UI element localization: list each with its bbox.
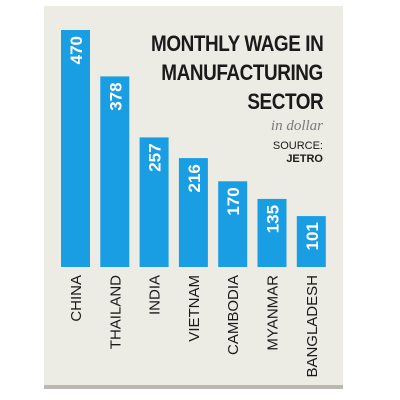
- chart-title-line-2: MANUFACTURING: [161, 60, 323, 85]
- chart-subtitle: in dollar: [270, 118, 323, 134]
- chart-title-line-1: MONTHLY WAGE IN: [150, 31, 324, 56]
- category-labels-layer: CHINA THAILAND INDIA VIETNAM CAMBODIA MYANMAR…: [68, 275, 321, 378]
- bar-thailand: [100, 76, 130, 268]
- category-label-cambodia: CAMBODIA: [225, 275, 242, 355]
- value-label-bangladesh: 101: [303, 222, 322, 250]
- category-label-india: INDIA: [147, 275, 164, 315]
- source-label: SOURCE:: [272, 140, 323, 152]
- value-label-thailand: 378: [106, 82, 125, 110]
- value-label-vietnam: 216: [185, 164, 204, 192]
- category-label-china: CHINA: [68, 275, 85, 322]
- chart-title-line-3: SECTOR: [247, 89, 323, 114]
- source-value: JETRO: [286, 153, 323, 165]
- category-label-thailand: THAILAND: [107, 275, 124, 349]
- bar-india: [139, 137, 169, 267]
- value-label-china: 470: [67, 36, 86, 64]
- bar-bangladesh: [296, 216, 326, 267]
- value-label-india: 257: [146, 143, 165, 171]
- value-label-myanmar: 135: [264, 205, 283, 233]
- bars-layer: [61, 30, 326, 268]
- category-label-bangladesh: BANGLADESH: [304, 275, 321, 378]
- bar-myanmar: [257, 198, 287, 267]
- category-label-myanmar: MYANMAR: [265, 275, 282, 351]
- bar-china: [61, 30, 90, 267]
- value-labels-layer: 470 378 257 216 170 135 101: [67, 36, 322, 250]
- bottom-rule: [44, 385, 343, 389]
- category-label-vietnam: VIETNAM: [186, 275, 203, 342]
- value-label-cambodia: 170: [224, 187, 243, 215]
- bar-vietnam: [178, 158, 208, 267]
- bar-cambodia: [218, 181, 248, 267]
